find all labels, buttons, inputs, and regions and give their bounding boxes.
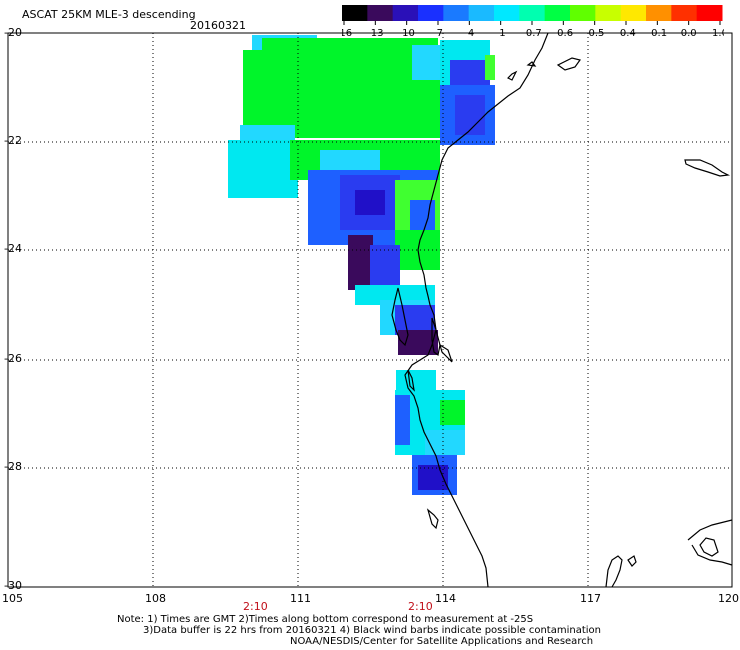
colorbar-swatch	[519, 5, 546, 21]
swath-cell	[252, 35, 317, 50]
swath-cell	[348, 235, 373, 290]
swath-cell	[370, 245, 400, 285]
swath-cell	[240, 125, 295, 150]
colorbar-tick-label: -0.6	[554, 28, 574, 37]
swath-cell	[395, 305, 435, 335]
swath-cell	[395, 230, 440, 270]
lat-label: -22	[4, 134, 22, 147]
note-line: Note: 1) Times are GMT 2)Times along bot…	[117, 614, 534, 625]
chart-title: ASCAT 25KM MLE-3 descending	[22, 8, 196, 21]
colorbar-swatch	[620, 5, 647, 21]
swath-cell	[440, 85, 495, 145]
swath-cell	[418, 465, 448, 490]
lat-label: -30	[4, 579, 22, 592]
swath-cell	[398, 330, 438, 355]
swath-cell	[412, 455, 457, 495]
swath-cell	[395, 180, 440, 240]
swath-cell	[425, 430, 465, 455]
swath-cell	[410, 200, 435, 230]
swath-cell	[440, 40, 490, 85]
swath-cell	[380, 300, 435, 335]
colorbar-tick-label: -7	[433, 28, 443, 37]
swath-cell	[228, 140, 298, 198]
swath-cell	[485, 55, 495, 80]
lon-label: 111	[290, 592, 311, 605]
colorbar-tick-label: -10	[398, 28, 414, 37]
lon-label: 117	[580, 592, 601, 605]
colorbar-swatch	[392, 5, 419, 21]
swath-cell	[308, 170, 438, 245]
colorbar-swatches	[342, 5, 723, 21]
colorbar-swatch	[595, 5, 622, 21]
lat-label: -26	[4, 352, 22, 365]
colorbar-swatch	[367, 5, 394, 21]
lon-label: 105	[2, 592, 23, 605]
date-label: 20160321	[190, 19, 246, 32]
swath-cell	[340, 175, 400, 230]
lat-label: -20	[4, 26, 22, 39]
colorbar-tick-label: -0.1	[648, 28, 668, 37]
map-frame	[7, 32, 733, 588]
colorbar-tick-label: -4	[464, 28, 474, 37]
swath-cell	[355, 190, 385, 215]
colorbar-tick-label: 1.0	[712, 28, 724, 37]
colorbar-tick-label: -0.7	[522, 28, 542, 37]
colorbar-tick-label: -0.4	[616, 28, 636, 37]
lat-label: -28	[4, 460, 22, 473]
colorbar-tick-label: -16	[342, 28, 352, 37]
swath-cell	[355, 285, 435, 305]
lon-label: 114	[435, 592, 456, 605]
swath-cell	[262, 38, 438, 63]
note-line: 3)Data buffer is 22 hrs from 20160321 4)…	[143, 625, 601, 636]
colorbar-swatch	[468, 5, 495, 21]
colorbar-swatch	[696, 5, 723, 21]
swath-cell	[395, 390, 465, 455]
wind-speed-swath	[228, 35, 495, 495]
swath-cell	[396, 370, 436, 395]
colorbar: -16 -13 -10 -7 -4 -1 -0.7 -0.6 -0.5 -0.4 -0.1 0.0 1.…	[342, 5, 724, 37]
lat-lon-grid	[8, 33, 732, 587]
colorbar-tick-label: -0.5	[585, 28, 605, 37]
colorbar-swatch	[544, 5, 571, 21]
colorbar-swatch	[443, 5, 470, 21]
coastline	[391, 32, 733, 588]
lon-label: 120	[718, 592, 739, 605]
colorbar-tick-label: 0.0	[681, 28, 697, 37]
swath-cell	[243, 50, 443, 138]
lat-label: -24	[4, 242, 22, 255]
colorbar-ticks: -16 -13 -10 -7 -4 -1 -0.7 -0.6 -0.5 -0.4 -0.1 0.0 1.…	[342, 21, 724, 37]
colorbar-swatch	[494, 5, 520, 21]
swath-cell	[412, 45, 442, 80]
swath-cell	[290, 140, 440, 180]
colorbar-swatch	[570, 5, 596, 21]
swath-cell	[455, 95, 485, 135]
swath-cell	[440, 400, 465, 425]
colorbar-swatch	[646, 5, 672, 21]
colorbar-swatch	[671, 5, 698, 21]
swath-cell	[395, 395, 410, 445]
note-line: NOAA/NESDIS/Center for Satellite Applica…	[290, 636, 594, 647]
colorbar-tick-label: -1	[496, 28, 506, 37]
colorbar-swatch	[342, 5, 368, 21]
colorbar-swatch	[418, 5, 444, 21]
swath-cell	[320, 150, 380, 180]
time-label: 2:10	[408, 600, 433, 613]
lon-label: 108	[145, 592, 166, 605]
swath-cell	[450, 60, 490, 95]
time-label: 2:10	[243, 600, 268, 613]
colorbar-tick-label: -13	[367, 28, 383, 37]
